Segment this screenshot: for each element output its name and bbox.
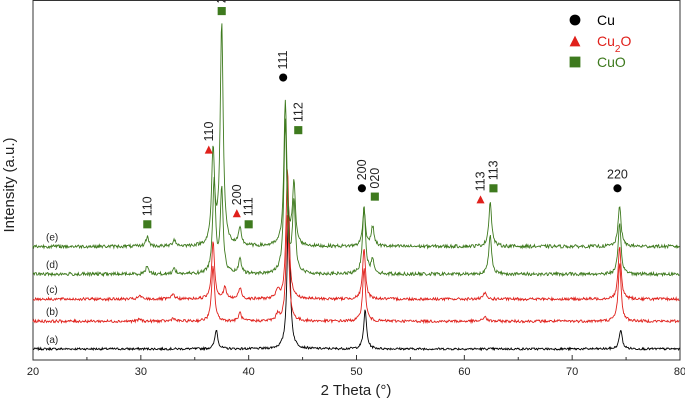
peak-marker-square	[143, 220, 152, 229]
series-line-3	[32, 118, 680, 278]
x-tick-label: 30	[135, 366, 147, 378]
traces	[32, 23, 680, 352]
series-label: (e)	[46, 232, 58, 243]
peak-marker-square	[370, 192, 379, 201]
series-line-2	[32, 169, 680, 303]
series-label: (d)	[46, 260, 58, 271]
legend-label-cu: Cu	[597, 12, 615, 28]
peak-marker-square	[489, 184, 498, 193]
peak-label: 020	[368, 168, 382, 189]
legend-marker-cu	[569, 14, 581, 26]
x-tick-label: 80	[674, 366, 685, 378]
peak-marker-circle	[357, 184, 366, 193]
x-axis-title: 2 Theta (°)	[321, 382, 392, 399]
peak-marker-triangle	[232, 209, 241, 218]
peak-label: 111	[276, 50, 290, 69]
peak-marker-circle	[279, 73, 288, 82]
x-tick-label: 20	[27, 366, 39, 378]
peak-marker-triangle	[204, 145, 213, 154]
y-axis-title: Intensity (a.u.)	[1, 137, 18, 232]
peak-label: 200	[230, 184, 244, 205]
trace-labels: (a) (b) (c) (d) (e)	[46, 232, 58, 345]
legend-marker-cu2o	[569, 35, 581, 47]
peak-annotations: 110110200200111111112200020113113220	[140, 0, 628, 229]
peak-label: 112	[291, 102, 305, 122]
peak-marker-circle	[613, 184, 622, 193]
series-line-0	[32, 205, 680, 352]
peak-label: 113	[486, 160, 500, 180]
x-tick-label: 50	[350, 366, 362, 378]
peak-label: 200	[215, 0, 229, 3]
x-axis: 20 30 40 50 60 70 80	[27, 355, 685, 378]
peak-marker-square	[244, 220, 253, 229]
legend-marker-cuo	[569, 56, 581, 68]
series-label: (c)	[46, 285, 58, 296]
peak-marker-square	[217, 7, 226, 16]
series-label: (a)	[46, 335, 58, 346]
peak-label: 111	[242, 197, 256, 216]
peak-marker-square	[294, 126, 303, 135]
series-line-4	[32, 23, 680, 250]
peak-label: 200	[355, 159, 369, 180]
peak-marker-triangle	[476, 195, 485, 204]
series-line-1	[32, 215, 680, 325]
x-tick-label: 60	[458, 366, 470, 378]
peak-label: 110	[202, 122, 216, 142]
peak-label: 113	[474, 171, 488, 191]
legend-label-cuo: CuO	[597, 54, 626, 70]
x-tick-label: 70	[566, 366, 578, 378]
peak-label: 110	[140, 196, 154, 216]
x-tick-label: 40	[243, 366, 255, 378]
series-label: (b)	[46, 307, 58, 318]
peak-label: 220	[607, 167, 628, 181]
legend-label-cu2o: Cu2O	[597, 33, 631, 55]
